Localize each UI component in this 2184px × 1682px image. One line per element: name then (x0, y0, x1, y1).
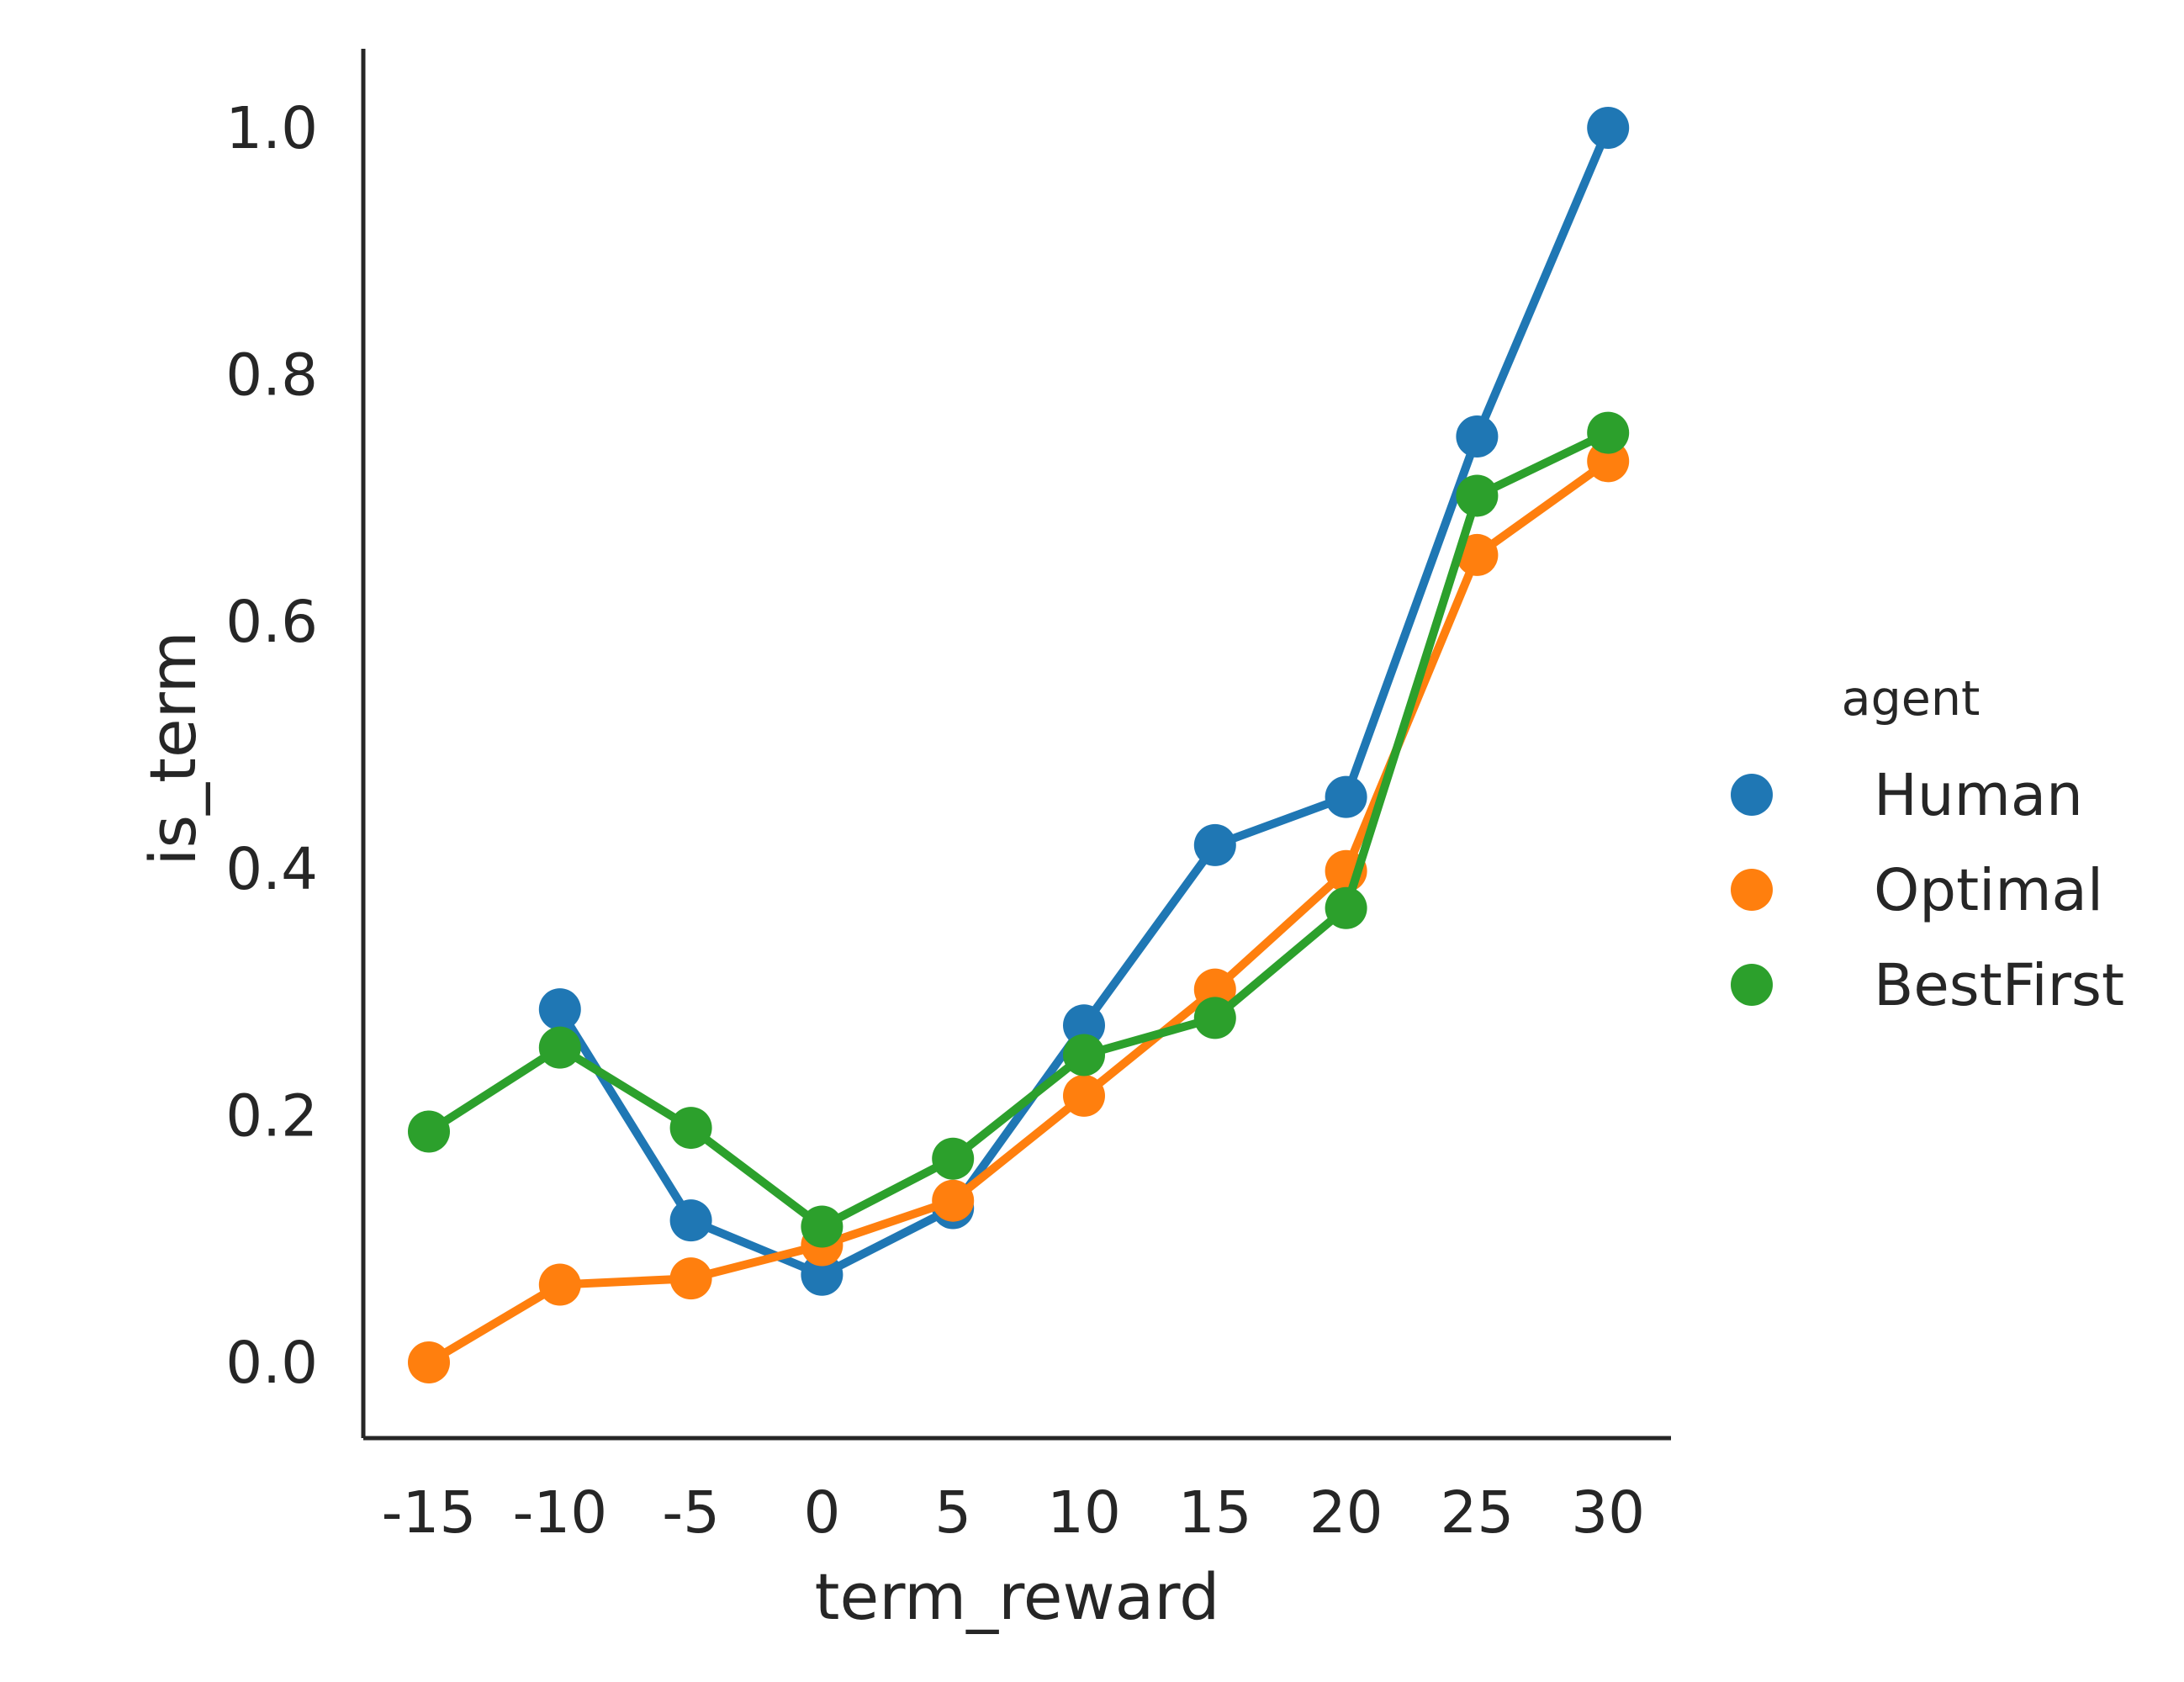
y-tick-label: 0.0 (225, 1330, 318, 1397)
data-point (1063, 1004, 1105, 1047)
data-point (932, 1137, 975, 1180)
y-tick-label: 0.8 (225, 342, 318, 410)
x-tick-label: 10 (1047, 1479, 1121, 1547)
legend-marker (1731, 774, 1773, 816)
data-point (669, 1107, 712, 1150)
data-point (538, 1263, 581, 1306)
series-human (538, 107, 1630, 1296)
data-point (1587, 411, 1630, 454)
x-tick-label: 20 (1309, 1479, 1383, 1547)
x-tick-label: 0 (803, 1479, 840, 1547)
legend-marker (1731, 964, 1773, 1006)
y-tick-label: 0.4 (225, 836, 318, 903)
data-point (1063, 1074, 1105, 1117)
data-point (1587, 107, 1630, 149)
data-point (1456, 533, 1499, 576)
data-point (932, 1179, 975, 1222)
legend-label: Optimal (1874, 857, 2103, 924)
y-axis-title: is_term (135, 631, 210, 865)
data-point (801, 1205, 843, 1248)
y-tick-labels: 0.0 0.2 0.4 0.6 0.8 1.0 (225, 95, 318, 1397)
series-line (425, 457, 1613, 1367)
x-tick-label: -10 (512, 1479, 607, 1547)
legend-label: BestFirst (1874, 952, 2124, 1019)
legend: agent Human Optimal BestFirst (1731, 671, 2124, 1019)
data-point (1325, 886, 1367, 929)
x-tick-label: 5 (934, 1479, 971, 1547)
y-tick-label: 1.0 (225, 95, 318, 162)
legend-title: agent (1842, 671, 1980, 727)
data-point (1325, 775, 1367, 818)
legend-label: Human (1874, 762, 2083, 829)
data-point (669, 1257, 712, 1300)
data-point (801, 1253, 843, 1296)
x-tick-label: 15 (1178, 1479, 1252, 1547)
data-point (1456, 474, 1499, 517)
series-line (425, 428, 1613, 1231)
x-axis-title: term_reward (815, 1559, 1220, 1634)
data-point (1456, 415, 1499, 458)
x-tick-label: 25 (1440, 1479, 1514, 1547)
x-tick-labels: -15 -10 -5 0 5 10 15 20 25 30 (382, 1479, 1645, 1547)
legend-marker (1731, 869, 1773, 911)
series (408, 107, 1630, 1383)
data-point (538, 1026, 581, 1069)
data-point (1063, 1034, 1105, 1076)
data-point (669, 1199, 712, 1242)
data-point (1193, 997, 1236, 1039)
y-tick-label: 0.2 (225, 1082, 318, 1150)
data-point (408, 1110, 450, 1153)
x-tick-label: 30 (1571, 1479, 1645, 1547)
series-bestfirst (408, 411, 1630, 1248)
data-point (1193, 823, 1236, 866)
x-tick-label: -5 (662, 1479, 720, 1547)
data-point (538, 988, 581, 1031)
x-tick-label: -15 (382, 1479, 477, 1547)
y-tick-label: 0.6 (225, 589, 318, 656)
axes (361, 49, 1671, 1441)
data-point (408, 1341, 450, 1383)
